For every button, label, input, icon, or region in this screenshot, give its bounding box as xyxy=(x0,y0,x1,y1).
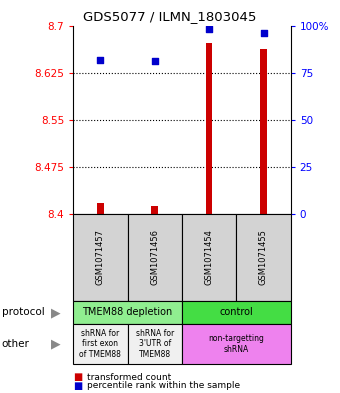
Text: shRNA for
3'UTR of
TMEM88: shRNA for 3'UTR of TMEM88 xyxy=(136,329,174,359)
Text: ■: ■ xyxy=(73,381,82,391)
Bar xyxy=(260,50,267,214)
Text: protocol: protocol xyxy=(2,307,45,318)
Text: shRNA for
first exon
of TMEM88: shRNA for first exon of TMEM88 xyxy=(79,329,121,359)
Text: ▶: ▶ xyxy=(51,306,61,319)
Text: GSM1071457: GSM1071457 xyxy=(96,230,105,285)
Bar xyxy=(97,203,104,214)
Text: GSM1071454: GSM1071454 xyxy=(205,230,214,285)
Text: non-targetting
shRNA: non-targetting shRNA xyxy=(208,334,264,354)
Point xyxy=(206,26,212,33)
Bar xyxy=(206,43,212,214)
Text: GSM1071455: GSM1071455 xyxy=(259,230,268,285)
Point xyxy=(98,56,103,62)
Text: GDS5077 / ILMN_1803045: GDS5077 / ILMN_1803045 xyxy=(83,10,257,23)
Text: ■: ■ xyxy=(73,372,82,382)
Text: control: control xyxy=(219,307,253,318)
Text: GSM1071456: GSM1071456 xyxy=(150,230,159,285)
Point xyxy=(261,30,266,36)
Text: TMEM88 depletion: TMEM88 depletion xyxy=(82,307,173,318)
Bar xyxy=(151,206,158,214)
Text: ▶: ▶ xyxy=(51,337,61,351)
Text: percentile rank within the sample: percentile rank within the sample xyxy=(87,382,240,390)
Point xyxy=(152,58,157,64)
Text: transformed count: transformed count xyxy=(87,373,171,382)
Text: other: other xyxy=(2,339,30,349)
